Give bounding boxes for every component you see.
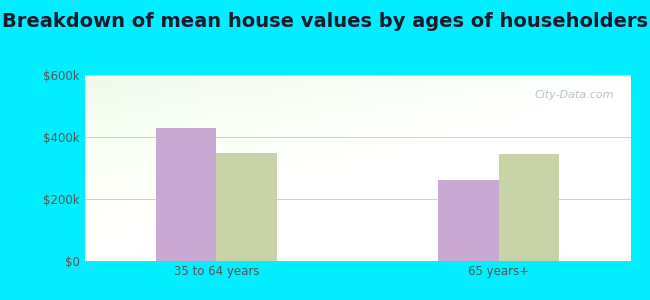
Bar (439, 180, 499, 261)
Bar (156, 128, 216, 261)
Bar (216, 153, 276, 261)
Bar (499, 154, 559, 261)
Text: City-Data.com: City-Data.com (534, 90, 614, 100)
Text: Breakdown of mean house values by ages of householders: Breakdown of mean house values by ages o… (2, 12, 648, 31)
